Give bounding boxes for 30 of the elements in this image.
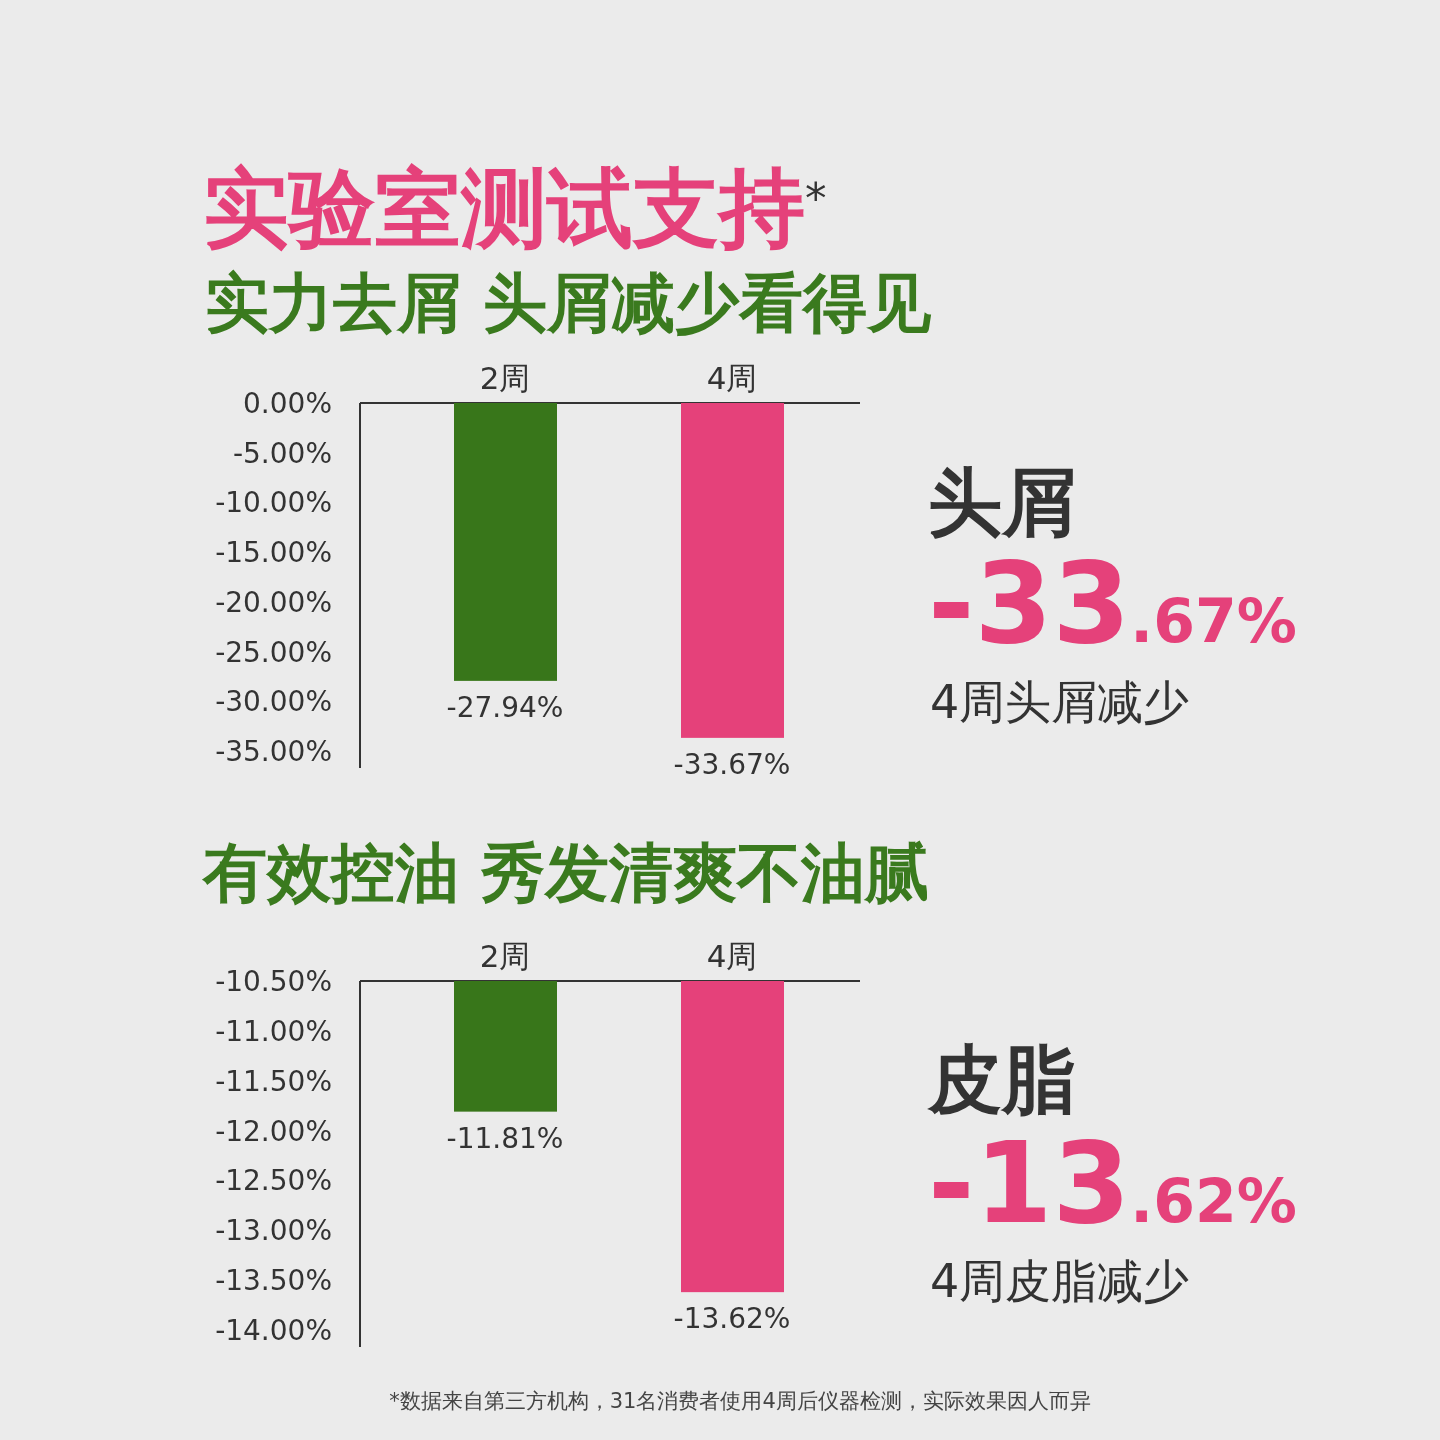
y-tick-label: -10.00% [215,486,332,520]
y-tick-label: -13.00% [215,1214,332,1248]
chart-subtitle: 实力去屑 头屑减少看得见 [205,266,933,340]
y-tick-label: -12.50% [215,1164,332,1198]
y-tick-label: -12.00% [215,1114,332,1148]
text: *数据来自第三方机构，31名消费者使用4周后仪器检测，实际效果因人而异 [389,1389,1091,1413]
y-tick-label: -10.50% [215,965,332,998]
x-tick-label: 4周 [706,938,758,974]
y-tick-label: -25.00% [215,635,332,669]
data-label: -13.62% [673,1302,791,1336]
y-tick-label: -11.50% [215,1064,332,1098]
x-tick-label: 4周 [706,360,758,396]
y-tick-label: -5.00% [232,436,332,470]
data-label: -27.94% [446,690,564,724]
y-tick-label: -11.00% [215,1014,332,1048]
y-tick-label: -20.00% [215,585,332,619]
data-label: -33.67% [673,747,791,781]
chart-title: 有效控油 秀发清爽不油腻 [201,836,930,910]
x-tick-label: 2周 [479,360,531,396]
y-tick-label: 0.00% [243,387,332,420]
chart-title: 实验室测试支持$^{*}$ [203,158,827,258]
text: 4周皮脂减少 [930,1254,1190,1308]
y-tick-label: -13.50% [215,1264,332,1298]
x-tick-label: 2周 [479,938,531,974]
y-tick-label: -14.00% [215,1314,332,1348]
y-tick-label: -15.00% [215,536,332,570]
y-tick-label: -30.00% [215,685,332,719]
text: 4周头屑减少 [930,675,1190,729]
y-tick-label: -35.00% [215,735,332,769]
data-label: -11.81% [446,1121,564,1155]
